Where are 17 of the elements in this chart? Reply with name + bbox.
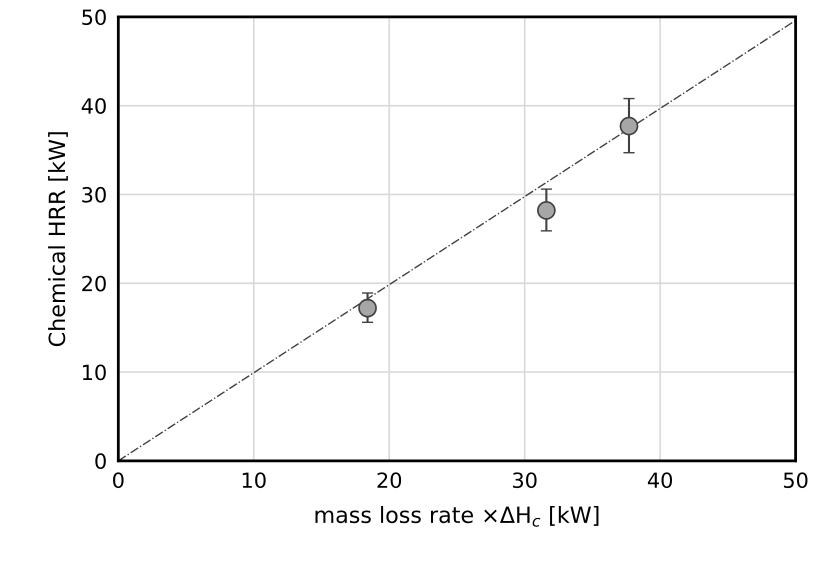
x-tick-label: 50 bbox=[784, 472, 808, 488]
y-tick-label: 10 bbox=[82, 364, 106, 380]
y-tick-label: 0 bbox=[95, 453, 106, 470]
x-tick-label: 10 bbox=[242, 472, 266, 488]
point bbox=[620, 116, 638, 136]
x-tick-label: 20 bbox=[378, 472, 402, 488]
y-tick-label: 20 bbox=[82, 276, 106, 292]
y-tick-label: 50 bbox=[82, 9, 106, 26]
x-tick-label: 0 bbox=[113, 472, 124, 488]
x-tick-label: 40 bbox=[648, 472, 672, 488]
y-axis-title: Chemical HRR [kW] bbox=[48, 132, 68, 346]
point bbox=[358, 298, 377, 318]
point bbox=[537, 201, 556, 220]
x-tick-label: 30 bbox=[513, 472, 537, 488]
y-tick-label: 40 bbox=[82, 98, 106, 114]
y-tick-label: 30 bbox=[82, 186, 106, 203]
x-axis-title: mass loss rate ×ΔH$_{c}$ [kW] bbox=[316, 506, 598, 527]
